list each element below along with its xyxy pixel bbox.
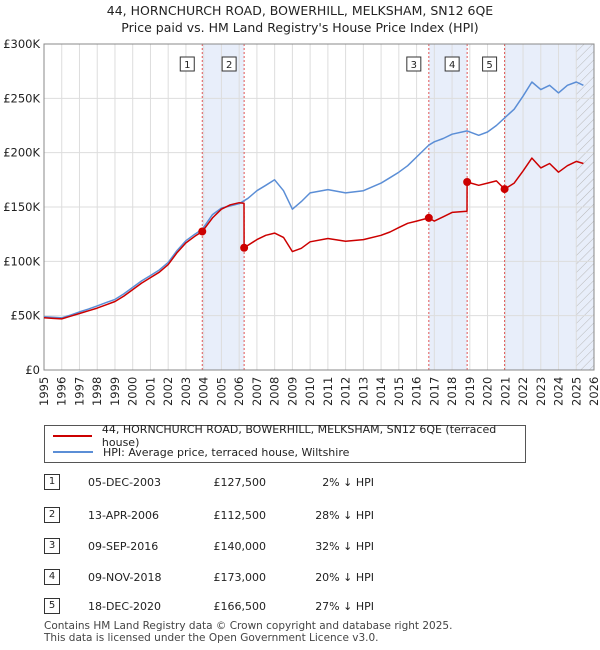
x-tick-label: 2011 [321,377,335,406]
x-tick-label: 2022 [516,377,530,406]
row-number: 5 [44,598,60,614]
table-row: 2 13-APR-2006 £112,500 28% ↓ HPI [44,507,524,523]
transaction-point [424,213,433,222]
table-row: 4 09-NOV-2018 £173,000 20% ↓ HPI [44,569,524,585]
x-tick-label: 2021 [498,377,512,406]
transaction-marker-box [482,56,498,72]
x-tick-label: 1999 [108,377,122,406]
transaction-marker-box [221,56,237,72]
row-date: 09-SEP-2016 [88,540,159,553]
row-number: 3 [44,538,60,554]
row-price: £112,500 [213,509,267,522]
y-tick-label: £50K [11,309,41,323]
transaction-marker-label: 5 [486,60,492,71]
row-hpi: 2% ↓ HPI [322,476,374,489]
x-tick-label: 2006 [232,377,246,406]
row-date: 13-APR-2006 [88,509,160,522]
x-tick-label: 2019 [463,377,477,406]
y-tick-label: £300K [3,37,40,51]
transaction-point [463,178,472,187]
transaction-point [240,243,249,252]
legend-label-property: 44, HORNCHURCH ROAD, BOWERHILL, MELKSHAM… [101,423,497,449]
row-number: 1 [44,474,60,490]
hpi-series-line [43,81,584,319]
x-tick-label: 2012 [339,377,353,406]
row-price: £140,000 [213,540,267,553]
y-tick-label: £150K [3,200,40,214]
transaction-marker-label: 4 [449,60,455,71]
transaction-marker-box [406,56,422,72]
x-tick-label: 1995 [37,377,51,406]
x-tick-label: 2001 [143,377,157,406]
row-price: £166,500 [213,600,267,613]
row-date: 18-DEC-2020 [88,600,162,613]
row-price: £127,500 [213,476,267,489]
x-tick-label: 2003 [179,377,193,406]
footer-copyright: Contains HM Land Registry data © Crown c… [44,620,453,632]
footer-license: This data is licensed under the Open Gov… [44,632,379,644]
y-tick-label: £100K [3,254,40,268]
legend-item-hpi: HPI: Average price, terraced house, Wilt… [53,444,349,460]
row-date: 09-NOV-2018 [88,571,162,584]
row-hpi: 20% ↓ HPI [315,571,374,584]
legend: 44, HORNCHURCH ROAD, BOWERHILL, MELKSHAM… [44,423,526,463]
price-chart: 1 2 3 4 5 £0 £50K £100K £150K £200K £250K £300K 1995… [3,37,600,406]
x-tick-label: 2013 [356,377,370,406]
table-row: 1 05-DEC-2003 £127,500 2% ↓ HPI [44,474,524,490]
row-hpi: 28% ↓ HPI [315,509,374,522]
x-tick-label: 2017 [427,377,441,406]
table-row: 5 18-DEC-2020 £166,500 27% ↓ HPI [44,598,524,614]
transaction-marker-box [444,56,460,72]
plot-frame [43,43,595,371]
x-tick-label: 2023 [534,377,548,406]
row-number: 4 [44,569,60,585]
legend-item-property: 44, HORNCHURCH ROAD, BOWERHILL, MELKSHAM… [53,423,525,449]
transaction-marker-box [179,56,195,72]
x-tick-label: 2025 [569,377,583,406]
chart-title: 44, HORNCHURCH ROAD, BOWERHILL, MELKSHAM… [106,3,494,18]
footer: Contains HM Land Registry data © Crown c… [44,620,452,644]
x-tick-label: 2007 [250,377,264,406]
row-hpi: 27% ↓ HPI [315,600,374,613]
x-tick-label: 2009 [285,377,299,406]
transaction-point [500,185,509,194]
row-number: 2 [44,507,60,523]
x-tick-label: 2004 [197,377,211,406]
transaction-marker-label: 2 [226,60,232,71]
x-tick-label: 1996 [55,377,69,406]
x-tick-label: 2014 [374,377,388,406]
property-series-line [43,157,584,320]
transaction-marker-label: 1 [184,60,190,71]
x-tick-label: 2008 [268,377,282,406]
row-hpi: 32% ↓ HPI [315,540,374,553]
legend-swatch-property [53,435,92,437]
legend-label-hpi: HPI: Average price, terraced house, Wilt… [103,445,350,459]
x-tick-label: 2018 [445,377,459,406]
row-date: 05-DEC-2003 [88,476,162,489]
transaction-point [198,227,207,236]
x-tick-label: 2010 [303,377,317,406]
row-price: £173,000 [213,571,267,584]
chart-subtitle: Price paid vs. HM Land Registry's House … [121,20,479,35]
transaction-marker-label: 3 [411,60,417,71]
x-tick-label: 2024 [552,377,566,406]
y-tick-label: £250K [3,91,40,105]
x-tick-label: 1997 [72,377,86,406]
x-tick-label: 2020 [481,377,495,406]
x-tick-label: 2026 [587,377,600,406]
table-row: 3 09-SEP-2016 £140,000 32% ↓ HPI [44,538,524,554]
y-tick-label: £0 [25,363,40,377]
legend-swatch-hpi [53,451,93,453]
x-tick-label: 2005 [214,377,228,406]
x-tick-label: 2000 [126,377,140,406]
x-tick-label: 2015 [392,377,406,406]
x-tick-label: 2002 [161,377,175,406]
x-tick-label: 1998 [90,377,104,406]
y-tick-label: £200K [3,146,40,160]
x-tick-label: 2016 [410,377,424,406]
